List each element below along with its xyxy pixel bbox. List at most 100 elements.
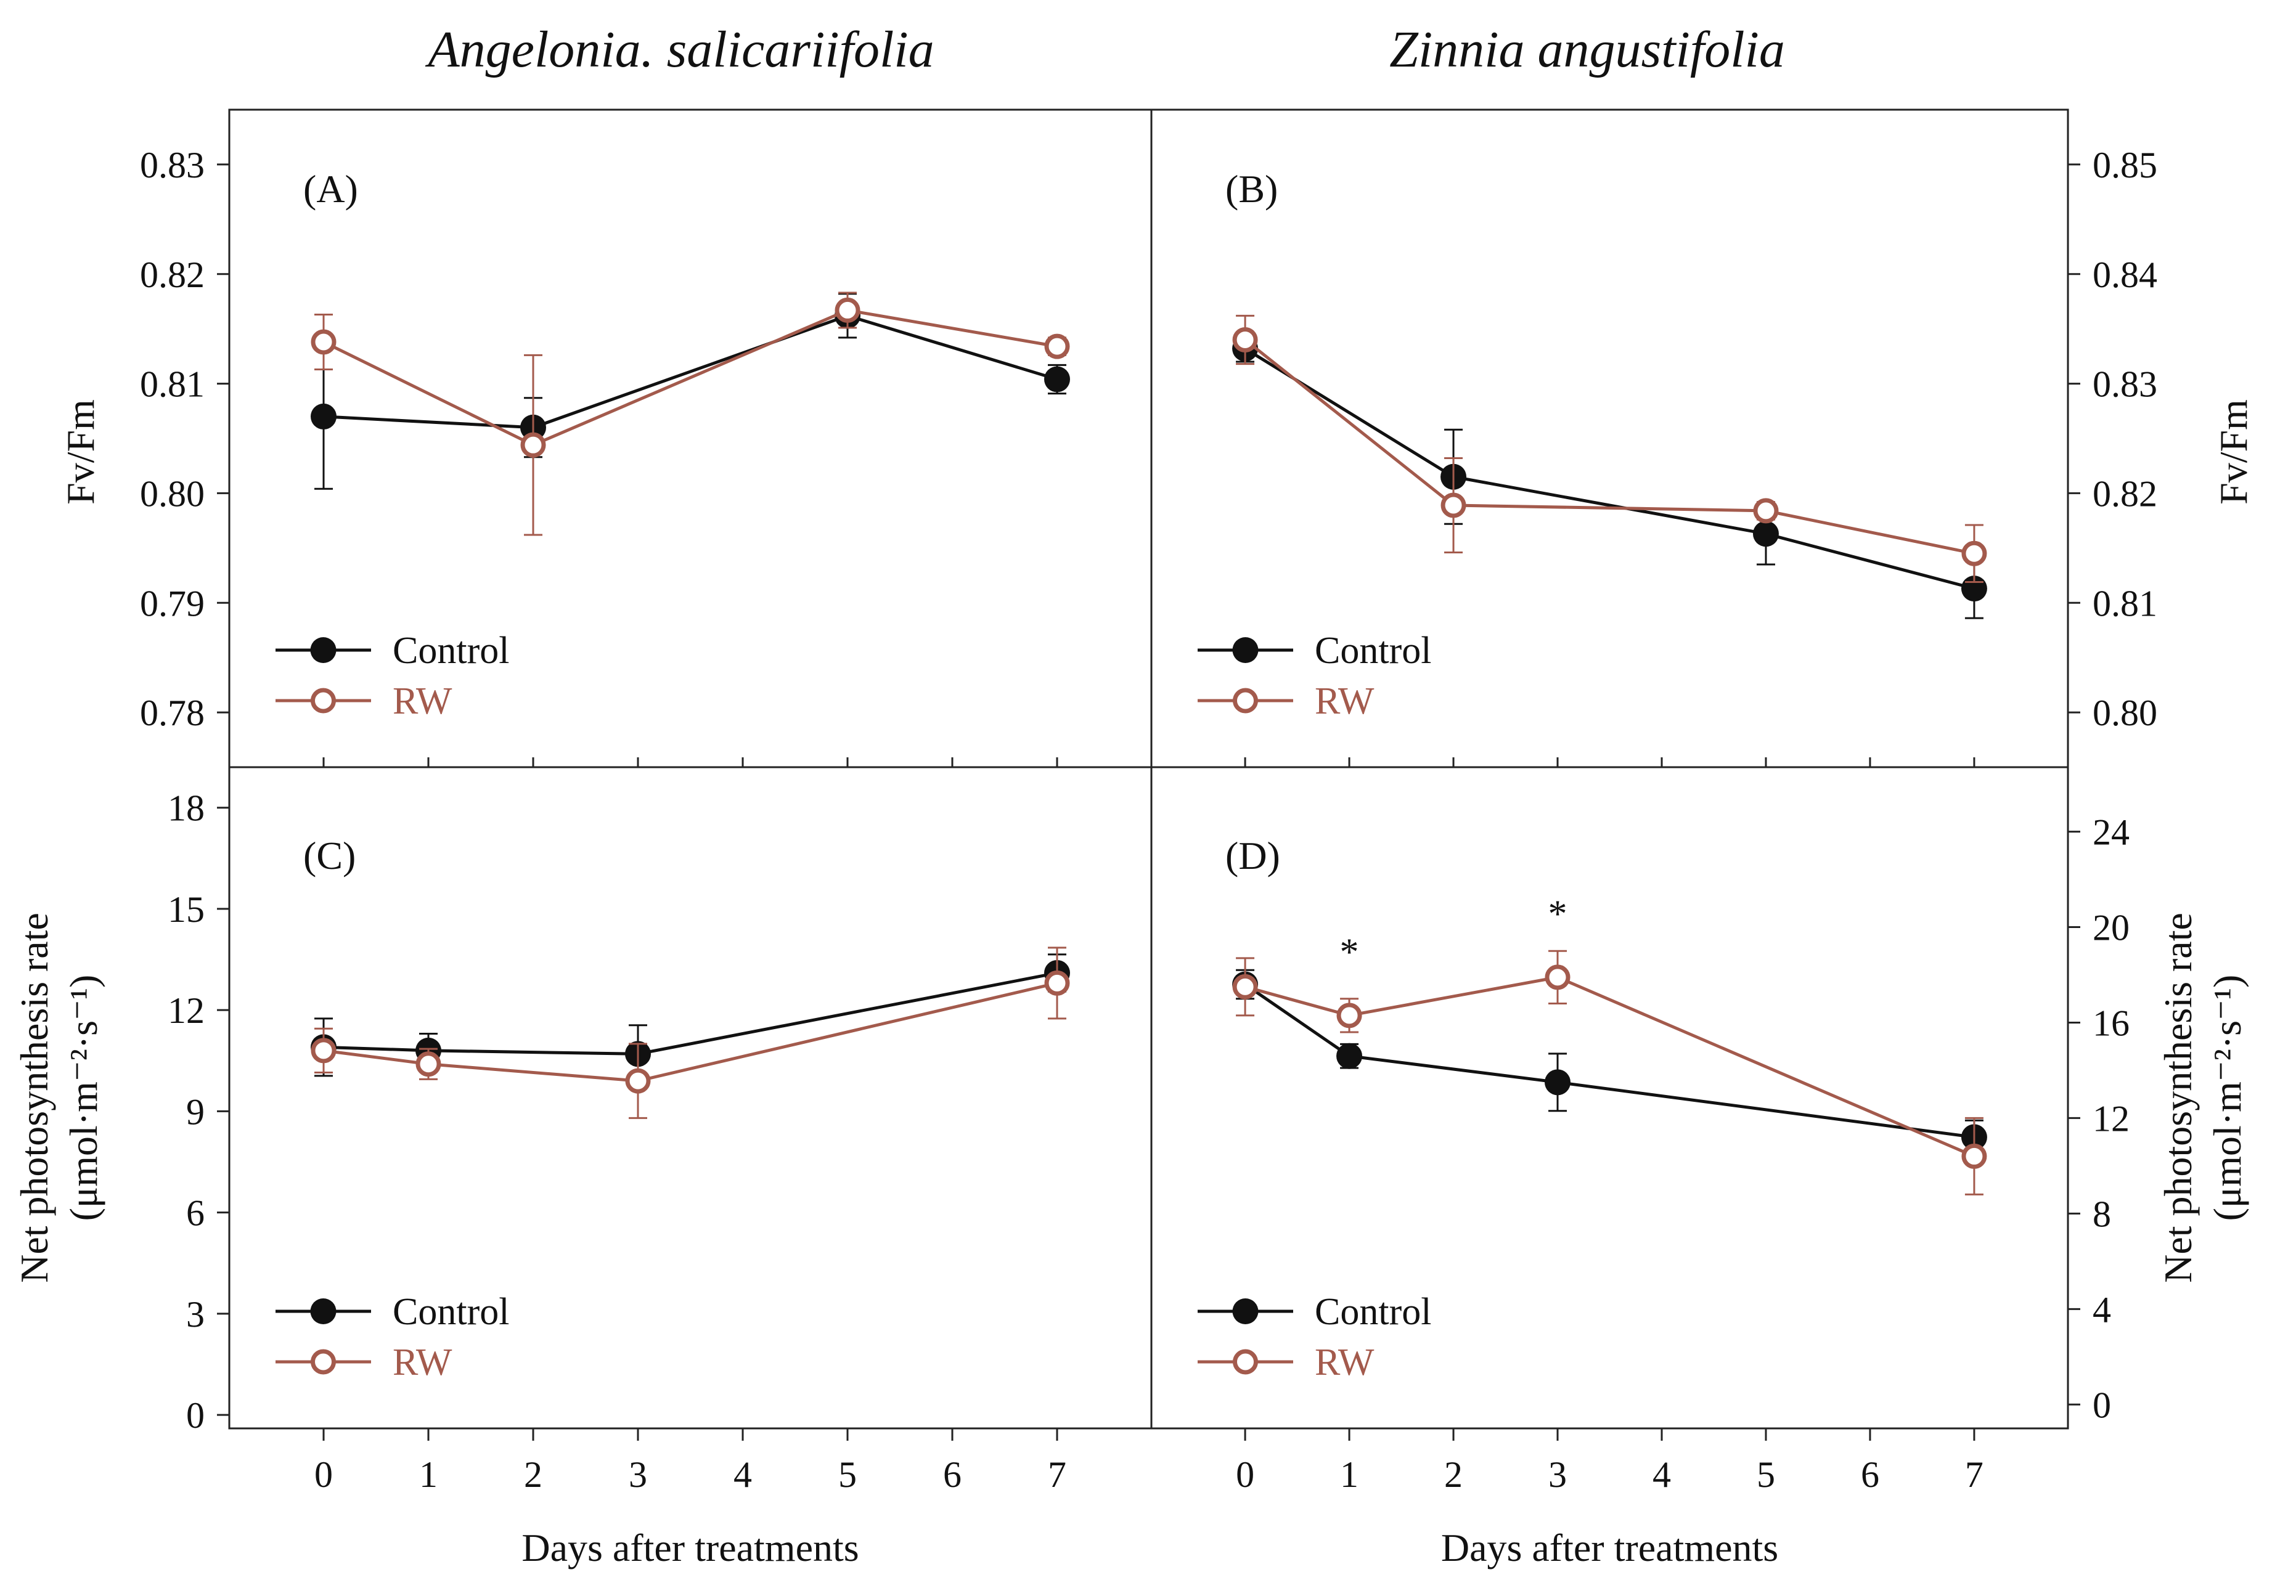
y-tick-label: 3 bbox=[186, 1294, 205, 1335]
legend-label-control: Control bbox=[1315, 1291, 1431, 1333]
data-point-rw bbox=[1044, 333, 1070, 359]
y-tick-label: 12 bbox=[168, 990, 205, 1031]
data-point-control bbox=[1336, 1043, 1363, 1069]
x-tick-label: 4 bbox=[1653, 1454, 1671, 1495]
panel-frame bbox=[1150, 766, 2069, 1430]
series-line bbox=[1244, 983, 1975, 1139]
y-axis-label-line: (μmol·m⁻²·s⁻¹) bbox=[2205, 975, 2249, 1221]
y-tick-label: 0.81 bbox=[140, 364, 205, 405]
series-rw bbox=[1232, 314, 1987, 583]
data-point-rw bbox=[1336, 1003, 1362, 1028]
x-tick-label: 6 bbox=[943, 1454, 962, 1495]
x-tick-label: 1 bbox=[419, 1454, 438, 1495]
data-point-rw bbox=[1232, 327, 1258, 352]
data-point-rw bbox=[1440, 492, 1466, 518]
panel-label: (D) bbox=[1225, 834, 1280, 877]
significance-marker: * bbox=[1340, 932, 1359, 974]
series-rw bbox=[311, 947, 1070, 1119]
y-tick-label: 0.83 bbox=[2093, 364, 2157, 405]
x-axis-label: Days after treatments bbox=[521, 1526, 859, 1570]
y-tick-label: 16 bbox=[2093, 1003, 2130, 1043]
legend-label-rw: RW bbox=[1315, 680, 1375, 722]
legend: Control RW bbox=[276, 1291, 509, 1383]
series-line bbox=[322, 308, 1058, 447]
column-title-zinnia: Zinnia angustifolia bbox=[1389, 21, 1785, 78]
series-control bbox=[1232, 969, 1987, 1155]
legend-marker-rw bbox=[311, 688, 336, 714]
x-axis-label: Days after treatments bbox=[1441, 1526, 1778, 1570]
legend-marker-control bbox=[1232, 1298, 1259, 1324]
data-point-rw bbox=[1753, 498, 1779, 524]
y-tick-label: 0 bbox=[186, 1395, 205, 1436]
y-tick-label: 0.84 bbox=[2093, 254, 2157, 295]
y-axis-label-line: (μmol·m⁻²·s⁻¹) bbox=[62, 975, 105, 1221]
y-tick-label: 0.82 bbox=[140, 254, 205, 295]
x-tick-label: 2 bbox=[524, 1454, 542, 1495]
y-tick-label: 12 bbox=[2093, 1098, 2130, 1139]
x-tick-label: 2 bbox=[1444, 1454, 1463, 1495]
panel-label: (C) bbox=[303, 834, 356, 877]
y-tick-label: 0.83 bbox=[140, 145, 205, 185]
data-point-rw bbox=[415, 1051, 441, 1077]
series-line bbox=[1244, 975, 1975, 1158]
x-tick-label: 0 bbox=[314, 1454, 333, 1495]
y-tick-label: 6 bbox=[186, 1193, 205, 1234]
x-tick-label: 0 bbox=[1236, 1454, 1254, 1495]
y-tick-label: 0.85 bbox=[2093, 145, 2157, 185]
y-tick-label: 0.81 bbox=[2093, 583, 2157, 624]
legend: Control RW bbox=[1198, 630, 1431, 722]
panel-b: 0.80 0.81 0.82 0.83 0.84 0.85 Fv/Fm (B) Control R… bbox=[1150, 108, 2255, 768]
legend: Control RW bbox=[276, 630, 509, 722]
data-point-rw bbox=[835, 297, 860, 323]
panel-a: 0.78 0.79 0.80 0.81 0.82 0.83 Fv/Fm (A) Control R… bbox=[59, 108, 1153, 768]
legend-marker-control bbox=[310, 1298, 337, 1324]
series-control bbox=[1232, 334, 1987, 619]
series-line bbox=[323, 981, 1058, 1083]
y-tick-label: 20 bbox=[2093, 908, 2130, 948]
y-tick-label: 0.78 bbox=[140, 693, 205, 733]
y-axis-label-line: Net photosynthesis rate bbox=[12, 913, 56, 1283]
x-tick-label: 4 bbox=[733, 1454, 752, 1495]
panel-frame bbox=[1150, 108, 2069, 768]
y-tick-label: 0.79 bbox=[140, 583, 205, 624]
data-point-control bbox=[1044, 366, 1070, 393]
x-tick-label: 7 bbox=[1965, 1454, 1983, 1495]
y-tick-label: 0.82 bbox=[2093, 473, 2157, 514]
series-rw bbox=[311, 291, 1070, 536]
column-title-angelonia: Angelonia. salicariifolia bbox=[425, 21, 934, 78]
x-tick-label: 6 bbox=[1861, 1454, 1879, 1495]
data-point-rw bbox=[625, 1068, 651, 1094]
panel-frame bbox=[228, 108, 1153, 768]
panel-label: (B) bbox=[1225, 167, 1278, 211]
data-point-rw bbox=[311, 1038, 337, 1064]
series-rw bbox=[1232, 950, 1987, 1195]
y-tick-label: 0.80 bbox=[140, 473, 205, 514]
series-line bbox=[1244, 347, 1975, 590]
y-tick-label: 8 bbox=[2093, 1194, 2111, 1234]
x-tick-label: 5 bbox=[1757, 1454, 1775, 1495]
data-point-rw bbox=[1545, 964, 1571, 990]
x-tick-label: 7 bbox=[1048, 1454, 1066, 1495]
panel-label: (A) bbox=[303, 167, 358, 211]
legend-label-rw: RW bbox=[393, 1342, 452, 1383]
y-axis-label-line: Net photosynthesis rate bbox=[2156, 913, 2200, 1283]
data-point-control bbox=[1752, 521, 1779, 547]
data-point-rw bbox=[311, 329, 337, 355]
y-tick-label: 15 bbox=[168, 889, 205, 930]
legend-label-control: Control bbox=[393, 630, 509, 672]
y-tick-label: 0 bbox=[2093, 1385, 2111, 1425]
data-point-control bbox=[1545, 1069, 1571, 1096]
panels-group: 0.78 0.79 0.80 0.81 0.82 0.83 Fv/Fm (A) Control R… bbox=[12, 108, 2255, 1570]
y-tick-label: 0.80 bbox=[2093, 693, 2157, 733]
legend-marker-rw bbox=[1233, 688, 1258, 714]
x-tick-label: 1 bbox=[1340, 1454, 1358, 1495]
panel-frame bbox=[228, 766, 1153, 1430]
y-tick-label: 4 bbox=[2093, 1289, 2111, 1330]
data-point-rw bbox=[1232, 974, 1258, 1000]
x-tick-label: 3 bbox=[629, 1454, 647, 1495]
legend-marker-control bbox=[1232, 637, 1259, 663]
data-point-rw bbox=[1961, 1143, 1987, 1169]
